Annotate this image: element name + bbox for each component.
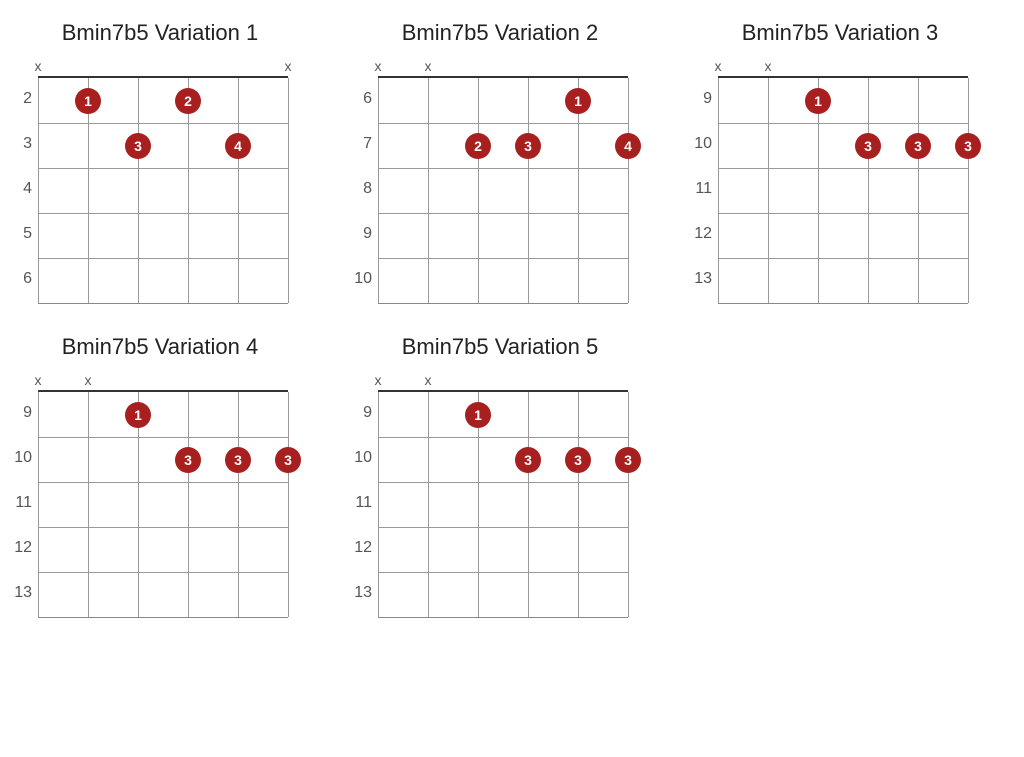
open-string-row: xx <box>718 58 968 76</box>
fret-number: 5 <box>10 211 38 256</box>
fret-number: 3 <box>10 121 38 166</box>
finger-dot: 3 <box>515 447 541 473</box>
fret-number: 9 <box>10 390 38 435</box>
fret-number: 13 <box>10 570 38 615</box>
fretboard: 1333 <box>718 76 968 304</box>
muted-string-mark: x <box>715 58 722 74</box>
muted-string-mark: x <box>35 58 42 74</box>
chord-title: Bmin7b5 Variation 2 <box>350 20 650 46</box>
chord-title: Bmin7b5 Variation 4 <box>10 334 310 360</box>
fretboard: 1333 <box>378 390 628 618</box>
fret-number-column: 910111213 <box>690 58 718 304</box>
muted-string-mark: x <box>85 372 92 388</box>
finger-dot: 3 <box>275 447 301 473</box>
finger-dot: 1 <box>75 88 101 114</box>
fret-number: 10 <box>690 121 718 166</box>
fret-number: 13 <box>350 570 378 615</box>
fret-number: 11 <box>690 166 718 211</box>
finger-dot: 3 <box>955 133 981 159</box>
fret-number: 2 <box>10 76 38 121</box>
chord-diagram: Bmin7b5 Variation 4910111213xx1333 <box>10 334 310 618</box>
fret-number: 10 <box>350 256 378 301</box>
fret-number-column: 910111213 <box>350 372 378 618</box>
finger-dot: 3 <box>855 133 881 159</box>
finger-dot: 3 <box>565 447 591 473</box>
fret-number: 6 <box>10 256 38 301</box>
fretboard: 1 23 4 <box>38 76 288 304</box>
finger-dot: 3 <box>615 447 641 473</box>
finger-dot: 4 <box>225 133 251 159</box>
finger-dot: 1 <box>465 402 491 428</box>
fretboard: 1333 <box>38 390 288 618</box>
finger-dot: 3 <box>125 133 151 159</box>
chord-title: Bmin7b5 Variation 1 <box>10 20 310 46</box>
fret-number: 9 <box>350 211 378 256</box>
fret-number: 4 <box>10 166 38 211</box>
fret-number: 11 <box>350 480 378 525</box>
finger-dot: 1 <box>125 402 151 428</box>
finger-dot: 2 <box>175 88 201 114</box>
fret-number: 13 <box>690 256 718 301</box>
open-string-row: xx <box>378 372 628 390</box>
fret-number: 10 <box>10 435 38 480</box>
fret-number: 7 <box>350 121 378 166</box>
fret-number: 9 <box>350 390 378 435</box>
muted-string-mark: x <box>285 58 292 74</box>
fret-number: 6 <box>350 76 378 121</box>
chord-grid: Bmin7b5 Variation 123456xx1234Bmin7b5 Va… <box>10 20 1014 618</box>
finger-dot: 3 <box>515 133 541 159</box>
fret-number: 12 <box>690 211 718 256</box>
fret-number: 9 <box>690 76 718 121</box>
muted-string-mark: x <box>375 58 382 74</box>
chord-title: Bmin7b5 Variation 3 <box>690 20 990 46</box>
fret-number: 10 <box>350 435 378 480</box>
finger-dot: 3 <box>905 133 931 159</box>
fret-number: 8 <box>350 166 378 211</box>
chord-diagram: Bmin7b5 Variation 5910111213xx1333 <box>350 334 650 618</box>
open-string-row: xx <box>38 58 288 76</box>
muted-string-mark: x <box>425 372 432 388</box>
finger-dot: 1 <box>805 88 831 114</box>
open-string-row: xx <box>38 372 288 390</box>
chord-diagram: Bmin7b5 Variation 3910111213xx1333 <box>690 20 990 304</box>
chord-diagram: Bmin7b5 Variation 123456xx1234 <box>10 20 310 304</box>
muted-string-mark: x <box>375 372 382 388</box>
finger-dot: 2 <box>465 133 491 159</box>
muted-string-mark: x <box>765 58 772 74</box>
chord-diagram: Bmin7b5 Variation 2678910xx1234 <box>350 20 650 304</box>
fret-number-column: 678910 <box>350 58 378 304</box>
muted-string-mark: x <box>425 58 432 74</box>
finger-dot: 4 <box>615 133 641 159</box>
muted-string-mark: x <box>35 372 42 388</box>
fret-number: 11 <box>10 480 38 525</box>
fret-number-column: 23456 <box>10 58 38 304</box>
fret-number: 12 <box>350 525 378 570</box>
fret-number: 12 <box>10 525 38 570</box>
finger-dot: 3 <box>175 447 201 473</box>
finger-dot: 1 <box>565 88 591 114</box>
finger-dot: 3 <box>225 447 251 473</box>
fret-number-column: 910111213 <box>10 372 38 618</box>
open-string-row: xx <box>378 58 628 76</box>
chord-title: Bmin7b5 Variation 5 <box>350 334 650 360</box>
fretboard: 1234 <box>378 76 628 304</box>
